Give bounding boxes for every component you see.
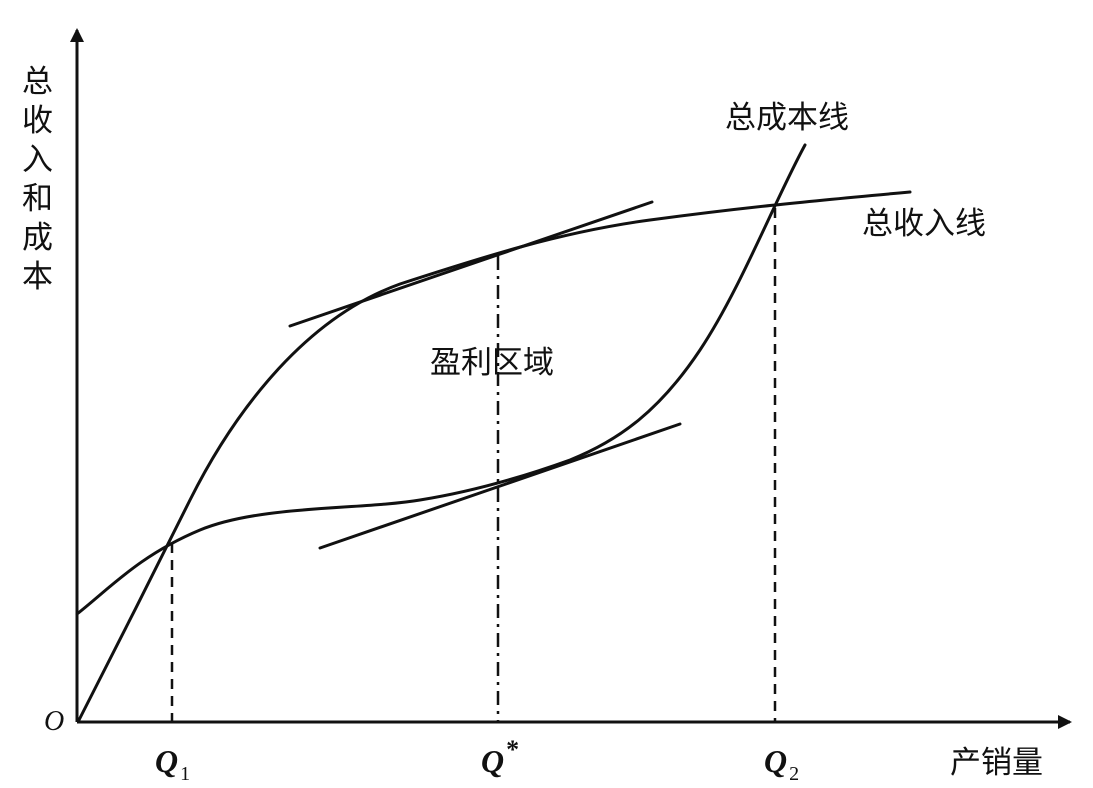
q2-letter: Q <box>764 743 787 779</box>
y-axis-label-char: 成 <box>22 220 53 256</box>
cost-tangent-line <box>318 422 682 550</box>
q2-subscript: 2 <box>789 763 799 785</box>
y-axis-label-char: 总 <box>22 64 53 100</box>
q1-letter: Q <box>155 743 178 779</box>
y-axis-label-char: 本 <box>22 259 53 295</box>
y-axis-label-char: 入 <box>22 142 53 178</box>
y-axis-label: 总 收 入 和 成 本 <box>22 64 63 295</box>
qstar-superscript: * <box>506 735 519 764</box>
x-axis-label: 产销量 <box>950 745 1043 781</box>
total-revenue-label: 总收入线 <box>862 206 986 242</box>
profit-region-label: 盈利区域 <box>430 345 554 381</box>
qstar-letter: Q <box>481 743 504 779</box>
y-axis-label-char: 收 <box>22 103 53 139</box>
origin-label: O <box>44 706 64 737</box>
q1-subscript: 1 <box>180 763 190 785</box>
total-cost-label: 总成本线 <box>725 100 849 136</box>
total-revenue-curve <box>77 190 912 722</box>
qstar-label: Q* <box>481 735 519 779</box>
revenue-tangent-line <box>288 200 654 328</box>
total-cost-curve <box>75 143 807 616</box>
y-axis-label-char: 和 <box>22 181 53 217</box>
